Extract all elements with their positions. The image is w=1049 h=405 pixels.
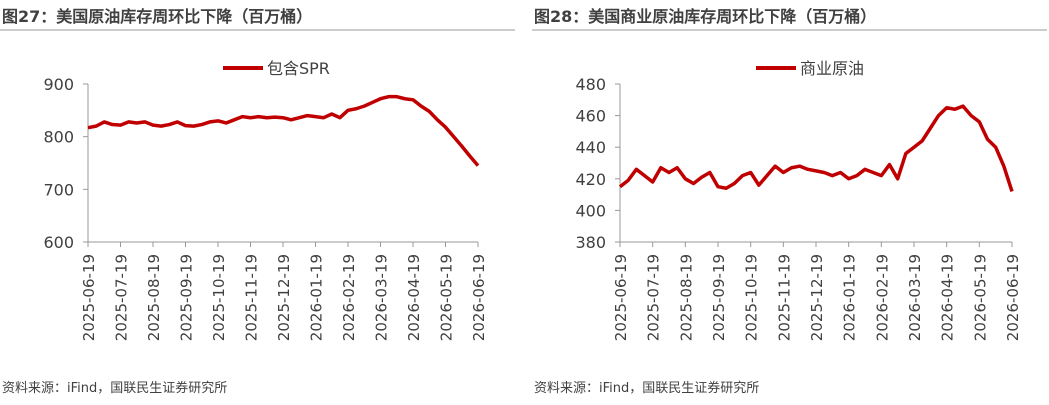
- x-tick-label: 2026-05-19: [438, 254, 456, 341]
- x-tick-label: 2025-12-19: [808, 254, 826, 341]
- x-tick-label: 2025-08-19: [145, 254, 163, 341]
- x-tick-label: 2025-10-19: [210, 254, 228, 341]
- y-tick-label: 440: [575, 138, 606, 157]
- y-tick-label: 480: [575, 75, 606, 94]
- x-tick-label: 2025-12-19: [275, 254, 293, 341]
- y-tick-label: 600: [43, 233, 74, 252]
- x-tick-label: 2026-02-19: [873, 254, 891, 341]
- x-tick-label: 2026-06-19: [1004, 254, 1022, 341]
- x-tick-label: 2026-01-19: [841, 254, 859, 341]
- y-tick-label: 380: [575, 233, 606, 252]
- x-tick-label: 2025-08-19: [677, 254, 695, 341]
- x-tick-label: 2025-06-19: [612, 254, 630, 341]
- line: [87, 94, 480, 167]
- x-tick-label: 2025-09-19: [178, 254, 196, 341]
- chart-title: 图28：美国商业原油库存周环比下降（百万桶）: [534, 7, 876, 26]
- x-tick-label: 2026-02-19: [340, 254, 358, 341]
- x-tick-label: 2025-10-19: [743, 254, 761, 341]
- line: [618, 104, 1014, 192]
- legend-label: 商业原油: [800, 59, 864, 78]
- source: 资料来源：iFind，国联民生证券研究所: [534, 380, 759, 396]
- y-tick-label: 700: [43, 180, 74, 199]
- x-tick-label: 2026-04-19: [405, 254, 423, 341]
- y-tick-label: 400: [575, 201, 606, 220]
- x-tick-label: 2026-03-19: [906, 254, 924, 341]
- x-tick-label: 2025-09-19: [710, 254, 728, 341]
- x-tick-label: 2026-06-19: [470, 254, 488, 341]
- x-tick-label: 2025-11-19: [775, 254, 793, 341]
- x-tick-label: 2025-06-19: [80, 254, 98, 341]
- y-tick-label: 900: [43, 75, 74, 94]
- legend-label: 包含SPR: [267, 59, 330, 78]
- x-tick-label: 2026-03-19: [373, 254, 391, 341]
- x-tick-label: 2025-07-19: [113, 254, 131, 341]
- x-tick-label: 2026-04-19: [939, 254, 957, 341]
- x-tick-label: 2026-01-19: [308, 254, 326, 341]
- y-tick-label: 420: [575, 170, 606, 189]
- x-tick-label: 2026-05-19: [971, 254, 989, 341]
- x-tick-label: 2025-07-19: [645, 254, 663, 341]
- chart-title: 图27：美国原油库存周环比下降（百万桶）: [2, 7, 312, 26]
- y-tick-label: 800: [43, 128, 74, 147]
- source: 资料来源：iFind，国联民生证券研究所: [2, 380, 227, 396]
- y-tick-label: 460: [575, 107, 606, 126]
- x-tick-label: 2025-11-19: [243, 254, 261, 341]
